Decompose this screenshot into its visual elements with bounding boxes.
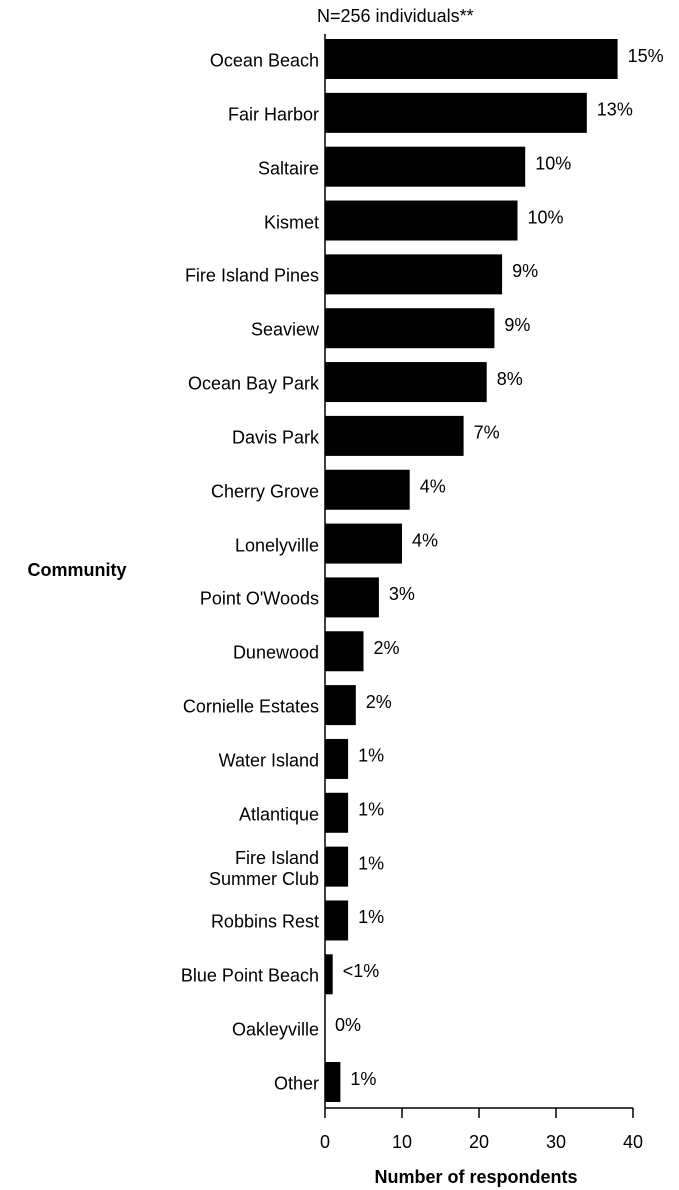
value-label: 8% bbox=[497, 369, 523, 389]
value-label: 2% bbox=[366, 692, 392, 712]
category-label: Davis Park bbox=[231, 427, 319, 448]
value-label: 9% bbox=[504, 315, 530, 335]
value-label: 9% bbox=[512, 261, 538, 281]
value-label: 7% bbox=[474, 423, 500, 443]
bar bbox=[325, 577, 379, 618]
x-tick-label: 30 bbox=[546, 1132, 566, 1152]
category-label: Ocean Beach bbox=[209, 50, 319, 71]
bar bbox=[325, 308, 495, 349]
value-label: 1% bbox=[358, 907, 384, 927]
bar bbox=[325, 146, 526, 187]
bar bbox=[325, 631, 364, 672]
category-label: Robbins Rest bbox=[210, 911, 319, 932]
category-label: Water Island bbox=[218, 750, 319, 771]
category-label: Oakleyville bbox=[231, 1019, 319, 1040]
category-label: Fire Island Summer Club bbox=[208, 847, 319, 889]
x-tick-label: 0 bbox=[320, 1132, 330, 1152]
value-label: 1% bbox=[358, 746, 384, 766]
category-label: Dunewood bbox=[232, 642, 319, 663]
x-tick-label: 20 bbox=[469, 1132, 489, 1152]
category-label: Lonelyville bbox=[234, 535, 319, 556]
category-label: Point O'Woods bbox=[199, 588, 319, 609]
bar bbox=[325, 200, 518, 241]
value-label: 4% bbox=[420, 476, 446, 496]
category-label: Kismet bbox=[263, 212, 319, 233]
value-label: 1% bbox=[350, 1069, 376, 1089]
x-axis-label: Number of respondents bbox=[374, 1167, 577, 1187]
bar bbox=[325, 792, 349, 833]
category-label: Blue Point Beach bbox=[180, 965, 319, 986]
value-label: 10% bbox=[535, 153, 571, 173]
category-label: Fire Island Pines bbox=[184, 265, 319, 286]
bar bbox=[325, 900, 349, 941]
chart-title: N=256 individuals** bbox=[317, 6, 474, 26]
category-label: Fair Harbor bbox=[227, 104, 319, 125]
bar bbox=[325, 469, 410, 510]
bar bbox=[325, 92, 587, 133]
value-label: 1% bbox=[358, 853, 384, 873]
bar bbox=[325, 523, 402, 564]
bar bbox=[325, 362, 487, 403]
value-label: 15% bbox=[628, 46, 664, 66]
value-label: 0% bbox=[335, 1015, 361, 1035]
bar bbox=[325, 254, 503, 295]
y-axis-label: Community bbox=[28, 560, 127, 580]
bar bbox=[325, 954, 333, 995]
value-label: 13% bbox=[597, 100, 633, 120]
category-label: Saltaire bbox=[257, 158, 319, 179]
category-label: Cornielle Estates bbox=[182, 696, 319, 717]
category-label: Seaview bbox=[250, 319, 319, 340]
bar bbox=[325, 685, 356, 726]
category-label: Cherry Grove bbox=[210, 481, 319, 502]
value-label: 10% bbox=[528, 207, 564, 227]
bar bbox=[325, 415, 464, 456]
value-label: 2% bbox=[374, 638, 400, 658]
bar bbox=[325, 1062, 341, 1102]
category-label: Other bbox=[273, 1073, 319, 1094]
bar bbox=[325, 738, 349, 779]
bar bbox=[325, 846, 349, 887]
value-label: 4% bbox=[412, 530, 438, 550]
x-tick-label: 10 bbox=[392, 1132, 412, 1152]
value-label: 3% bbox=[389, 584, 415, 604]
category-label: Atlantique bbox=[238, 804, 319, 825]
value-label: <1% bbox=[343, 961, 380, 981]
category-label: Ocean Bay Park bbox=[187, 373, 319, 394]
x-tick-label: 40 bbox=[623, 1132, 643, 1152]
bar bbox=[325, 39, 618, 79]
value-label: 1% bbox=[358, 800, 384, 820]
